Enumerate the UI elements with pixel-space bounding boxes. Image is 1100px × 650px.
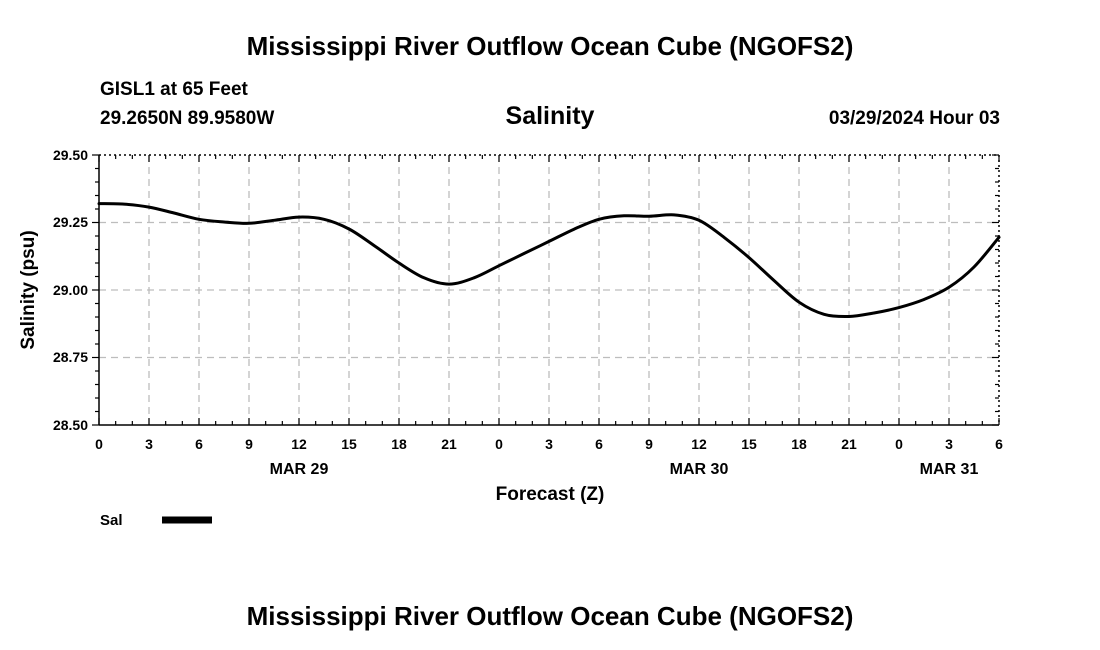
axes <box>92 154 1000 426</box>
date-label-mar-29: MAR 29 <box>270 461 329 478</box>
x-tick-label: 9 <box>245 436 253 452</box>
y-tick-label: 29.00 <box>53 282 88 298</box>
series-line-salinity <box>97 202 1001 319</box>
y-tick-label: 28.50 <box>53 417 88 433</box>
x-tick-label: 15 <box>341 436 357 452</box>
chart-title: Salinity <box>506 102 595 130</box>
x-tick-label: 0 <box>895 436 903 452</box>
x-tick-label: 12 <box>291 436 307 452</box>
y-tick-label: 29.25 <box>53 214 88 230</box>
x-tick-label: 0 <box>495 436 503 452</box>
x-tick-label: 3 <box>945 436 953 452</box>
y-tick-label: 28.75 <box>53 349 88 365</box>
datetime-label: 03/29/2024 Hour 03 <box>829 108 1000 129</box>
y-tick-labels: 29.50 29.25 29.00 28.75 28.50 <box>53 147 88 433</box>
series-layer <box>97 202 1001 319</box>
date-labels: MAR 29 MAR 30 MAR 31 <box>270 461 979 478</box>
x-tick-label: 0 <box>95 436 103 452</box>
x-tick-label: 21 <box>441 436 457 452</box>
y-tick-label: 29.50 <box>53 147 88 163</box>
station-label: GISL1 at 65 Feet <box>100 79 249 100</box>
x-tick-label: 12 <box>691 436 707 452</box>
x-tick-label: 3 <box>145 436 153 452</box>
x-axis-label: Forecast (Z) <box>496 484 605 505</box>
x-tick-label: 6 <box>195 436 203 452</box>
x-tick-label: 6 <box>995 436 1003 452</box>
date-label-mar-30: MAR 30 <box>670 461 729 478</box>
date-label-mar-31: MAR 31 <box>920 461 979 478</box>
x-tick-label: 18 <box>391 436 407 452</box>
x-tick-label: 18 <box>791 436 807 452</box>
coordinates-label: 29.2650N 89.9580W <box>100 108 274 129</box>
footer-title: Mississippi River Outflow Ocean Cube (NG… <box>247 601 854 631</box>
x-tick-label: 9 <box>645 436 653 452</box>
legend: Sal <box>100 512 212 529</box>
x-tick-label: 15 <box>741 436 757 452</box>
grid <box>99 155 999 425</box>
x-tick-label: 21 <box>841 436 857 452</box>
chart-header-title: Mississippi River Outflow Ocean Cube (NG… <box>247 31 854 61</box>
y-axis-label: Salinity (psu) <box>18 230 39 349</box>
x-tick-label: 6 <box>595 436 603 452</box>
x-tick-label: 3 <box>545 436 553 452</box>
x-tick-labels: 0 3 6 9 12 15 18 21 0 3 6 9 12 15 18 21 … <box>95 436 1003 452</box>
legend-label: Sal <box>100 512 123 529</box>
